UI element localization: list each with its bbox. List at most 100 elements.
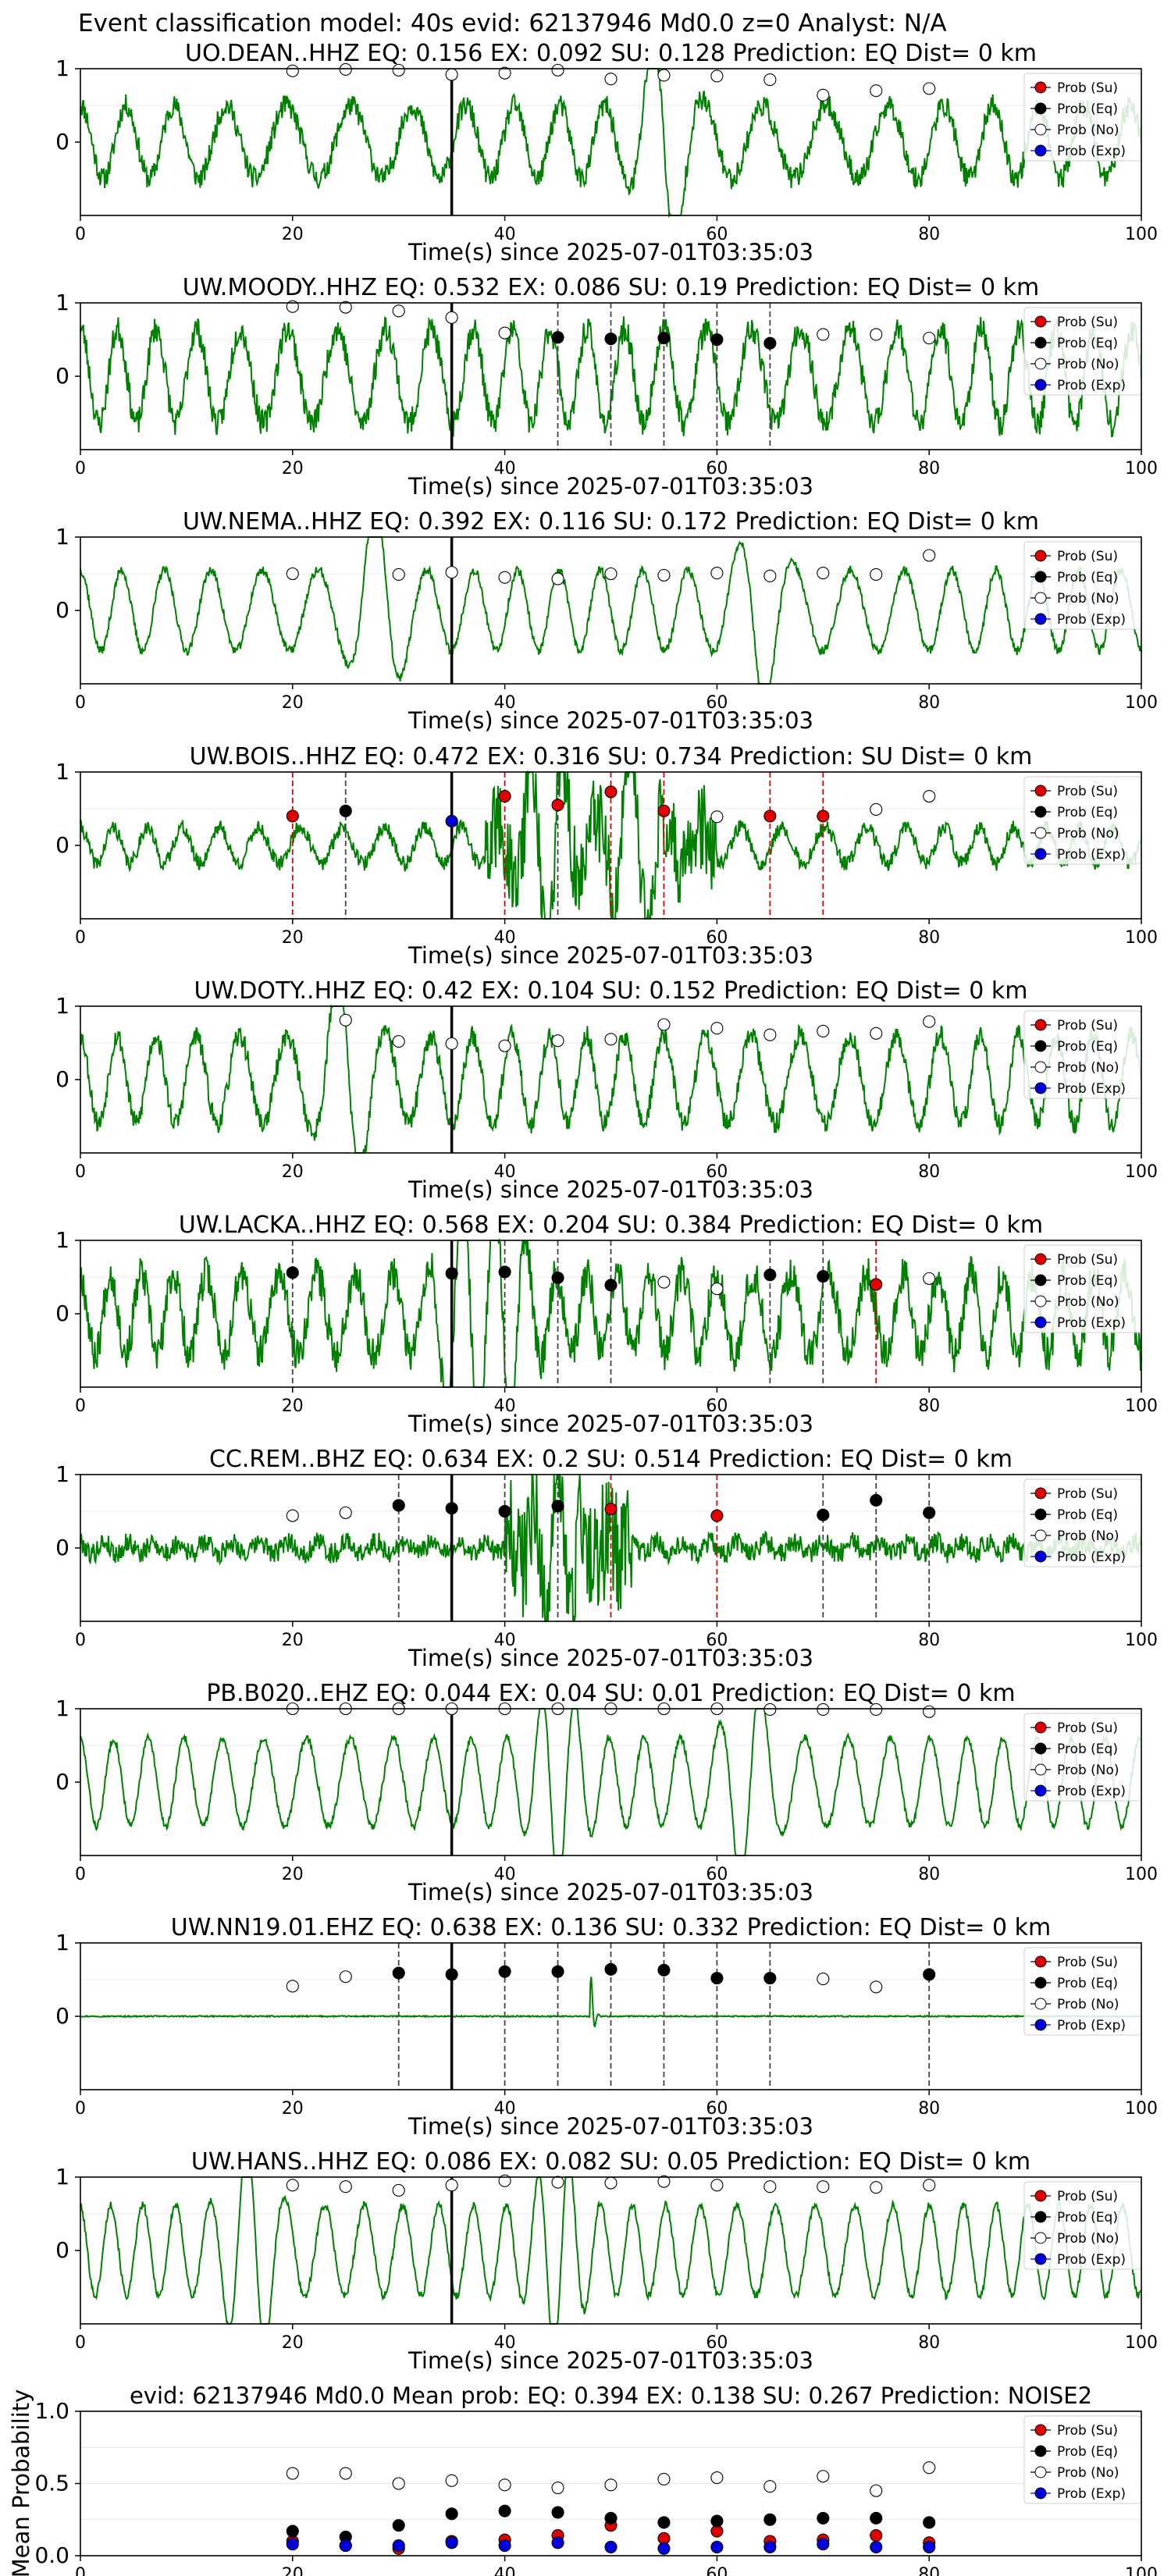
station-panel-10-prob-marker-no <box>923 2179 936 2192</box>
summary-point-eq <box>710 2514 724 2528</box>
summary-point-eq <box>445 2507 458 2521</box>
summary-point-eq <box>657 2516 671 2529</box>
station-panel-3-x-tick-label: 40 <box>494 693 516 713</box>
station-panel-10-prob-marker-no <box>817 2180 830 2194</box>
station-panel-5-x-tick-label: 40 <box>494 1162 516 1182</box>
station-panel-9-prob-marker-eq <box>657 1963 671 1976</box>
station-panel-7-x-axis-label: Time(s) since 2025-07-01T03:35:03 <box>408 1645 813 1671</box>
summary-point-su <box>870 2529 883 2542</box>
station-panel-6-x-tick-label: 60 <box>706 1397 728 1416</box>
legend-marker-no <box>1034 1998 1047 2010</box>
station-panel-1-y-tick-label: 0 <box>55 129 69 155</box>
station-panel-7-x-tick-label: 60 <box>706 1631 728 1650</box>
station-panel-3-prob-marker-no <box>817 567 830 580</box>
legend-marker-su <box>1034 81 1047 94</box>
legend-label: Prob (Exp) <box>1057 1784 1126 1799</box>
station-panel-6-prob-marker-eq <box>551 1271 564 1284</box>
station-panel-4-prob-marker-eq <box>339 804 352 817</box>
station-panel-2-x-tick-label: 80 <box>918 459 940 479</box>
legend-marker-no <box>1034 827 1047 839</box>
station-panel-5-x-tick-label: 100 <box>1125 1162 1158 1182</box>
summary-y-tick-label: 0.0 <box>34 2542 69 2568</box>
summary-point-no <box>339 2467 352 2480</box>
legend-label: Prob (Exp) <box>1057 1081 1126 1097</box>
station-panel-6-x-tick-label: 20 <box>282 1397 304 1416</box>
summary-point-exp <box>763 2540 777 2553</box>
legend-marker-no <box>1034 2466 1047 2478</box>
station-panel-1-prob-marker-no <box>763 73 777 87</box>
station-panel-2-prob-marker-no <box>817 328 830 341</box>
station-panel-8-y-tick-label: 0 <box>55 1769 69 1795</box>
station-panel-7-title: CC.REM..BHZ EQ: 0.634 EX: 0.2 SU: 0.514 … <box>209 1446 1013 1473</box>
station-panel-4-prob-marker-no <box>710 810 724 824</box>
legend-marker-exp <box>1034 1082 1047 1094</box>
station-panel-2-x-tick-label: 100 <box>1125 459 1158 479</box>
station-panel-6-prob-marker-eq <box>763 1268 777 1282</box>
summary-point-eq <box>286 2524 299 2538</box>
station-panel-8-waveform <box>80 1708 1142 1856</box>
station-panel-5-prob-marker-no <box>604 1033 618 1046</box>
legend-marker-exp <box>1034 1784 1047 1797</box>
station-panel-1-title: UO.DEAN..HHZ EQ: 0.156 EX: 0.092 SU: 0.1… <box>185 40 1037 67</box>
station-panel-9-prob-marker-no <box>286 1980 299 1993</box>
legend-marker-su <box>1034 1019 1047 1031</box>
station-panel-1-plot-area <box>80 69 1141 215</box>
station-panel-6-x-tick-label: 100 <box>1125 1397 1158 1416</box>
legend-label: Prob (Eq) <box>1057 1976 1118 1991</box>
station-panel-1-prob-marker-no <box>657 69 671 82</box>
legend-marker-su <box>1034 1955 1047 1968</box>
station-panel-7: CC.REM..BHZ EQ: 0.634 EX: 0.2 SU: 0.514 … <box>55 1446 1158 1671</box>
station-panel-4-prob-marker-su <box>286 809 299 823</box>
station-panel-10-y-tick-label: 1 <box>55 2164 69 2190</box>
legend-marker-no <box>1034 1763 1047 1776</box>
station-panel-7-prob-marker-eq <box>445 1502 458 1515</box>
station-panel-4-title: UW.BOIS..HHZ EQ: 0.472 EX: 0.316 SU: 0.7… <box>190 743 1033 770</box>
station-panel-1-prob-marker-no <box>604 73 618 86</box>
summary-point-eq <box>392 2519 405 2532</box>
station-panel-4-prob-marker-su <box>763 809 777 823</box>
station-panel-4-prob-marker-su <box>657 804 671 817</box>
station-panel-10-prob-marker-no <box>870 2181 883 2194</box>
station-panel-1-legend: Prob (Su) Prob (Eq) Prob (No) Prob (Exp) <box>1023 73 1142 162</box>
station-panel-2-prob-marker-eq <box>657 332 671 345</box>
station-panel-7-prob-marker-eq <box>923 1506 936 1519</box>
legend-marker-no <box>1034 1529 1047 1542</box>
summary-x-tick-label: 0 <box>75 2565 86 2576</box>
legend-label: Prob (Su) <box>1057 1486 1118 1502</box>
station-panel-1-prob-marker-no <box>551 63 564 76</box>
station-panel-9-x-axis-label: Time(s) since 2025-07-01T03:35:03 <box>408 2113 813 2140</box>
station-panel-10: UW.HANS..HHZ EQ: 0.086 EX: 0.082 SU: 0.0… <box>55 2148 1158 2374</box>
station-panel-6-x-axis-label: Time(s) since 2025-07-01T03:35:03 <box>408 1411 813 1437</box>
summary-point-eq <box>817 2511 830 2524</box>
station-panel-1-waveform <box>80 68 1142 219</box>
station-panel-1-prob-marker-no <box>817 88 830 101</box>
legend-label: Prob (Exp) <box>1057 847 1126 863</box>
summary-x-tick-label: 40 <box>494 2565 516 2576</box>
station-panel-9-y-tick-label: 1 <box>55 1930 69 1955</box>
station-panel-10-prob-marker-no <box>498 2174 511 2187</box>
station-panel-4-x-tick-label: 80 <box>918 928 940 948</box>
summary-point-eq <box>923 2516 936 2529</box>
legend-marker-exp <box>1034 379 1047 391</box>
summary-point-no <box>763 2480 777 2493</box>
legend-marker-su <box>1034 1721 1047 1734</box>
station-panel-3-prob-marker-no <box>286 567 299 581</box>
station-panel-5-prob-marker-no <box>763 1028 777 1041</box>
station-panel-4-x-tick-label: 100 <box>1125 928 1158 948</box>
legend-marker-eq <box>1034 1274 1047 1286</box>
legend-marker-eq <box>1034 102 1047 115</box>
legend-marker-no <box>1034 1061 1047 1073</box>
summary-x-tick-label: 100 <box>1125 2565 1158 2576</box>
station-panel-5-prob-marker-no <box>923 1015 936 1028</box>
station-panel-6-y-tick-label: 1 <box>55 1227 69 1253</box>
summary-panel: evid: 62137946 Md0.0 Mean prob: EQ: 0.39… <box>8 2382 1158 2576</box>
summary-point-no <box>498 2478 511 2492</box>
legend-label: Prob (Exp) <box>1057 612 1126 628</box>
station-panel-2-x-tick-label: 40 <box>494 459 516 479</box>
summary-point-exp <box>657 2542 671 2555</box>
station-panel-2-x-tick-label: 20 <box>282 459 304 479</box>
station-panel-5-prob-marker-no <box>445 1037 458 1050</box>
station-panel-8-prob-marker-no <box>870 1703 883 1716</box>
legend-label: Prob (No) <box>1057 1528 1119 1544</box>
